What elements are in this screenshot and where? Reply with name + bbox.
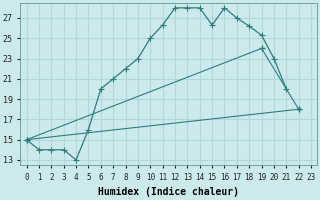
X-axis label: Humidex (Indice chaleur): Humidex (Indice chaleur) bbox=[98, 187, 239, 197]
